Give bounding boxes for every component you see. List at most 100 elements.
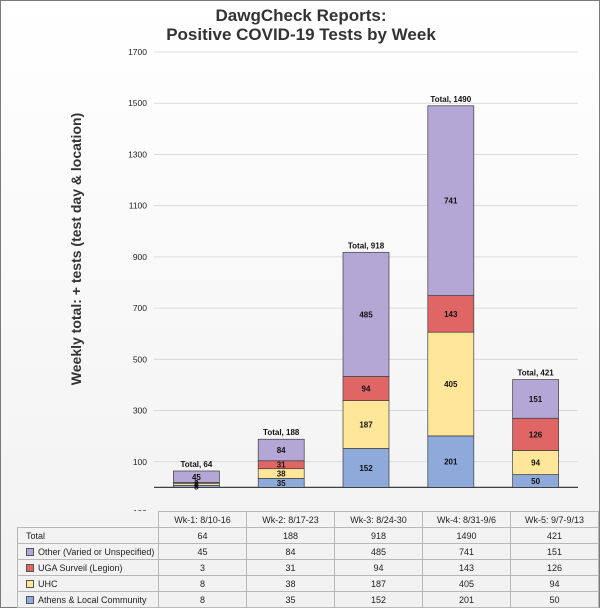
table-header-cell: Wk-5: 9/7-9/13	[510, 511, 599, 528]
table-cell: 201	[422, 591, 511, 608]
table-row-label: Other (Varied or Unspecified)	[17, 543, 159, 560]
segment-value-label: 38	[277, 470, 286, 479]
segment-value-label: 151	[529, 395, 543, 404]
y-tick-label: 1700	[128, 47, 147, 57]
segment-value-label: 143	[444, 310, 458, 319]
table-cell: 741	[422, 543, 511, 560]
segment-value-label: 152	[359, 464, 373, 473]
table-cell: 405	[422, 575, 511, 592]
y-tick-label: 300	[133, 406, 147, 416]
table-cell: 143	[422, 559, 511, 576]
table-row-label: UHC	[17, 575, 159, 592]
table-row: Athens & Local Community 8 35 152 201 50	[17, 591, 599, 608]
table-header-cell: Wk-4: 8/31-9/6	[422, 511, 511, 528]
bar-segment	[342, 251, 390, 377]
segment-value-label: 126	[529, 430, 543, 439]
table-header-cell: Wk-1: 8/10-16	[158, 511, 247, 528]
table-corner	[17, 511, 159, 528]
table-cell: 35	[246, 591, 335, 608]
bar-segment	[427, 105, 475, 296]
legend-swatch	[26, 548, 34, 557]
table-row-label: Total	[17, 527, 159, 544]
table-row: Total 64 188 918 1490 421	[17, 527, 599, 544]
y-tick-label: 100	[133, 457, 147, 467]
chart-title-line-2: Positive COVID-19 Tests by Week	[166, 25, 436, 44]
table-cell: 8	[158, 591, 247, 608]
table-cell: 421	[510, 527, 599, 544]
y-tick-labels: -100 100 300 500 700 900 1100 1300 1500 1700	[128, 47, 147, 511]
table-cell: 1490	[422, 527, 511, 544]
chart-title-line-1: DawgCheck Reports:	[216, 6, 387, 25]
bar-total-label: Total, 421	[517, 369, 554, 378]
bar-segment	[427, 295, 475, 333]
table-cell: 485	[334, 543, 423, 560]
segment-value-label: 201	[444, 458, 458, 467]
y-tick-label: 500	[133, 354, 147, 364]
table-cell: 152	[334, 591, 423, 608]
segment-value-label: 31	[277, 461, 286, 470]
table-cell: 187	[334, 575, 423, 592]
table-cell: 188	[246, 527, 335, 544]
segment-value-label: 35	[277, 479, 286, 488]
table-cell: 3	[158, 559, 247, 576]
bar-total-label: Total, 918	[348, 241, 385, 250]
table-row-label: UGA Surveil (Legion)	[17, 559, 159, 576]
table-row-label: Athens & Local Community	[17, 591, 159, 608]
table-cell: 94	[334, 559, 423, 576]
legend-swatch	[26, 580, 34, 589]
bar-total-label: Total, 1490	[430, 95, 471, 104]
bar-segment	[342, 400, 390, 449]
table-cell: 8	[158, 575, 247, 592]
bar-segment	[427, 331, 475, 437]
table-cell: 84	[246, 543, 335, 560]
legend-swatch	[26, 564, 34, 573]
bar-segment	[173, 470, 220, 483]
table-header-cell: Wk-3: 8/24-30	[334, 511, 423, 528]
bar-total-label: Total, 188	[263, 428, 300, 437]
y-axis-label: Weekly total: + tests (test day & locati…	[68, 113, 84, 385]
bar-segment	[257, 438, 305, 462]
table-cell: 126	[510, 559, 599, 576]
y-tick-label: 1300	[128, 149, 147, 159]
chart: DawgCheck Reports: Positive COVID-19 Tes…	[68, 6, 578, 511]
bar-segment	[512, 417, 559, 451]
bar-segment	[342, 448, 390, 488]
segment-value-label: 405	[444, 380, 458, 389]
y-tick-label: 700	[133, 303, 147, 313]
segment-value-label: 8	[194, 482, 199, 491]
table-cell: 64	[158, 527, 247, 544]
segment-value-label: 45	[192, 473, 201, 482]
table-cell: 918	[334, 527, 423, 544]
legend-swatch	[26, 596, 34, 605]
bars	[173, 105, 559, 488]
table-header-row: Wk-1: 8/10-16 Wk-2: 8/17-23 Wk-3: 8/24-3…	[17, 511, 599, 528]
table-row: UHC 8 38 187 405 94	[17, 575, 599, 592]
y-tick-label: 900	[133, 252, 147, 262]
segment-value-label: 8	[194, 480, 199, 489]
segment-value-label: 84	[277, 446, 286, 455]
segment-value-label: 50	[531, 477, 540, 486]
bar-segment	[512, 450, 559, 475]
table-row: UGA Surveil (Legion) 3 31 94 143 126	[17, 559, 599, 576]
table-body: Total 64 188 918 1490 421 Other (Varied or Uns…	[17, 527, 599, 608]
table-cell: 50	[510, 591, 599, 608]
table-cell: 31	[246, 559, 335, 576]
segment-value-label: 741	[444, 197, 458, 206]
table-cell: 151	[510, 543, 599, 560]
data-table: Wk-1: 8/10-16 Wk-2: 8/17-23 Wk-3: 8/24-3…	[17, 511, 599, 608]
table-row: Other (Varied or Unspecified) 45 84 485 741 1…	[17, 543, 599, 560]
table-cell: 45	[158, 543, 247, 560]
segment-value-label: 187	[359, 421, 373, 430]
table-header-cell: Wk-2: 8/17-23	[246, 511, 335, 528]
segment-value-label: 485	[359, 310, 373, 319]
segment-value-label: 3	[194, 479, 199, 488]
y-tick-label: -100	[130, 508, 147, 511]
bar-segment	[342, 376, 390, 401]
y-tick-label: 1100	[129, 201, 148, 211]
bar-segment	[512, 379, 559, 419]
bar-segment	[427, 435, 475, 488]
segment-value-label: 94	[362, 385, 371, 394]
bar-total-label: Total, 64	[180, 460, 212, 469]
